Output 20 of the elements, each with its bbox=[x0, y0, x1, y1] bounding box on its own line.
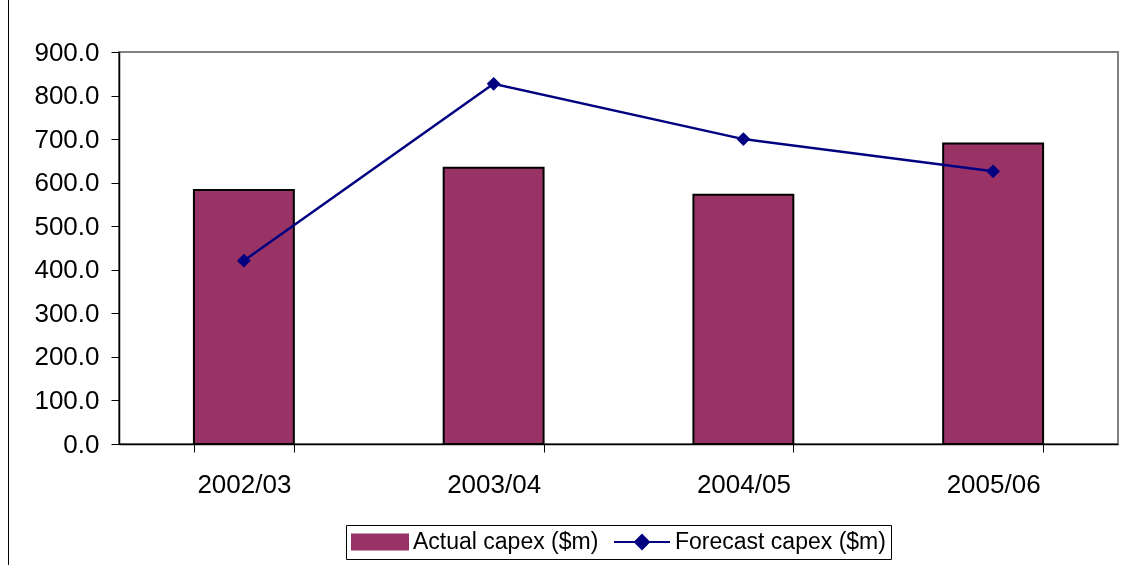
y-tick-label: 500.0 bbox=[34, 210, 100, 241]
point bbox=[736, 132, 751, 146]
y-tick-label: 600.0 bbox=[34, 167, 100, 198]
y-tick-label: 200.0 bbox=[34, 341, 100, 372]
point bbox=[986, 164, 1001, 179]
y-tick-label: 900.0 bbox=[34, 36, 100, 67]
y-tick-label: 100.0 bbox=[34, 384, 100, 415]
y-tick-label: 400.0 bbox=[34, 254, 100, 285]
y-tick-label: 0.0 bbox=[63, 428, 100, 459]
y-tick-label: 700.0 bbox=[34, 123, 100, 154]
point bbox=[236, 253, 251, 268]
x-tick-label: 2002/03 bbox=[197, 468, 292, 499]
x-tick-label: 2005/06 bbox=[946, 468, 1041, 499]
point bbox=[486, 76, 501, 91]
x-tick-label: 2003/04 bbox=[447, 468, 542, 499]
x-tick-label: 2004/05 bbox=[696, 468, 791, 499]
legend-label: Actual capex ($m) bbox=[413, 528, 599, 554]
y-tick-label: 800.0 bbox=[34, 80, 100, 111]
y-tick-label: 300.0 bbox=[34, 297, 100, 328]
legend-label: Forecast capex ($m) bbox=[675, 528, 886, 554]
